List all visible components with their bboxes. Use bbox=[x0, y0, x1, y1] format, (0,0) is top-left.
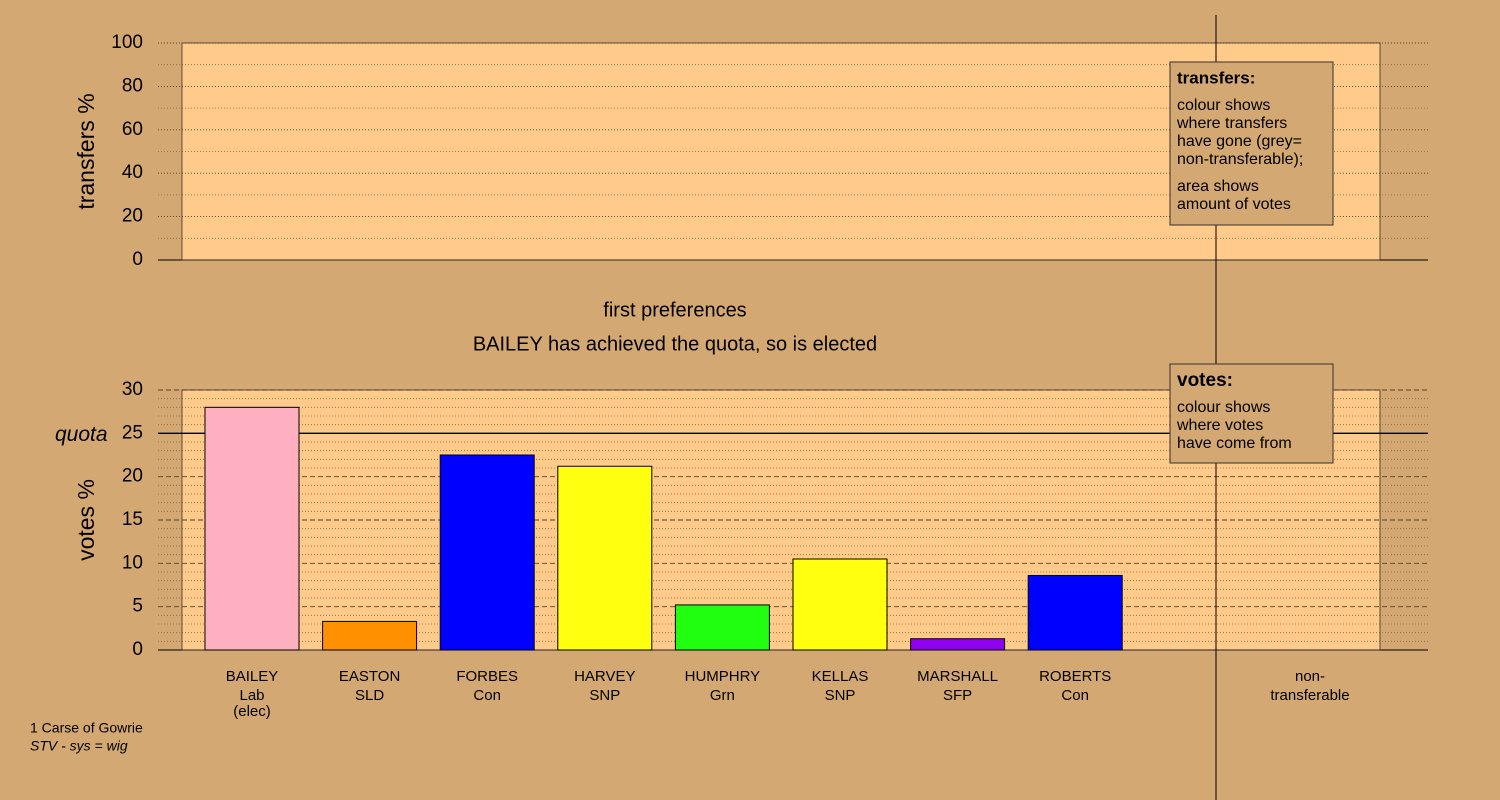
legend-text: where transfers bbox=[1176, 115, 1287, 132]
y-tick-label: 40 bbox=[122, 162, 143, 183]
party-label: SFP bbox=[943, 687, 972, 704]
chart-subtitle: BAILEY has achieved the quota, so is ele… bbox=[473, 333, 877, 355]
party-label: Con bbox=[1061, 687, 1089, 704]
x-tick-label: HARVEY bbox=[574, 668, 635, 685]
x-tick-label: MARSHALL bbox=[917, 668, 998, 685]
x-tick-label: EASTON bbox=[339, 668, 400, 685]
x-tick-label: transferable bbox=[1270, 687, 1349, 704]
party-label: SLD bbox=[355, 687, 384, 704]
y-tick-label: 25 bbox=[122, 422, 143, 443]
legend-title: transfers: bbox=[1177, 68, 1255, 87]
bar bbox=[674, 604, 770, 651]
y-tick-label: 0 bbox=[132, 249, 143, 270]
plot-frame bbox=[181, 42, 1381, 261]
bar bbox=[557, 465, 653, 651]
chart-title: first preferences bbox=[603, 299, 746, 321]
legend-text: area shows bbox=[1177, 178, 1259, 195]
y-tick-label: 80 bbox=[122, 75, 143, 96]
legend-text: non-transferable); bbox=[1177, 151, 1303, 168]
legend-text: have gone (grey= bbox=[1177, 133, 1302, 150]
party-label: SNP bbox=[589, 687, 620, 704]
legend-text: amount of votes bbox=[1177, 196, 1291, 213]
bar bbox=[910, 638, 1006, 651]
legend-text: where votes bbox=[1176, 417, 1263, 434]
bar bbox=[792, 558, 888, 651]
y-tick-label: 5 bbox=[132, 596, 143, 617]
bar bbox=[1027, 574, 1123, 651]
legend-box bbox=[1169, 363, 1334, 464]
legend-title: votes: bbox=[1177, 370, 1233, 391]
y-axis-label: transfers % bbox=[73, 93, 99, 209]
bar bbox=[439, 454, 535, 651]
y-tick-label: 60 bbox=[122, 119, 143, 140]
party-label: SNP bbox=[825, 687, 856, 704]
x-tick-label: BAILEY bbox=[226, 668, 279, 685]
status-label: (elec) bbox=[233, 703, 271, 720]
legend-text: have come from bbox=[1177, 435, 1292, 452]
y-tick-label: 100 bbox=[111, 32, 143, 53]
y-axis-label: votes % bbox=[73, 479, 99, 561]
x-tick-label: KELLAS bbox=[812, 668, 869, 685]
x-tick-label: non- bbox=[1295, 668, 1325, 685]
y-tick-label: 10 bbox=[122, 552, 143, 573]
legend-text: colour shows bbox=[1177, 399, 1270, 416]
legend-box bbox=[1169, 61, 1334, 226]
legend-text: colour shows bbox=[1177, 97, 1270, 114]
footer-text: 1 Carse of Gowrie bbox=[30, 720, 143, 736]
party-label: Grn bbox=[710, 687, 735, 704]
y-tick-label: 15 bbox=[122, 509, 143, 530]
y-tick-label: 0 bbox=[132, 639, 143, 660]
bar bbox=[204, 406, 300, 651]
quota-label: quota bbox=[55, 423, 108, 446]
footer-text: STV - sys = wig bbox=[30, 738, 128, 754]
party-label: Con bbox=[473, 687, 501, 704]
plot-frame bbox=[181, 389, 1381, 651]
y-tick-label: 30 bbox=[122, 379, 143, 400]
x-tick-label: HUMPHRY bbox=[685, 668, 761, 685]
party-label: Lab bbox=[239, 687, 264, 704]
y-tick-label: 20 bbox=[122, 466, 143, 487]
y-tick-label: 20 bbox=[122, 206, 143, 227]
x-tick-label: FORBES bbox=[456, 668, 518, 685]
bar bbox=[322, 620, 418, 651]
x-tick-label: ROBERTS bbox=[1039, 668, 1111, 685]
